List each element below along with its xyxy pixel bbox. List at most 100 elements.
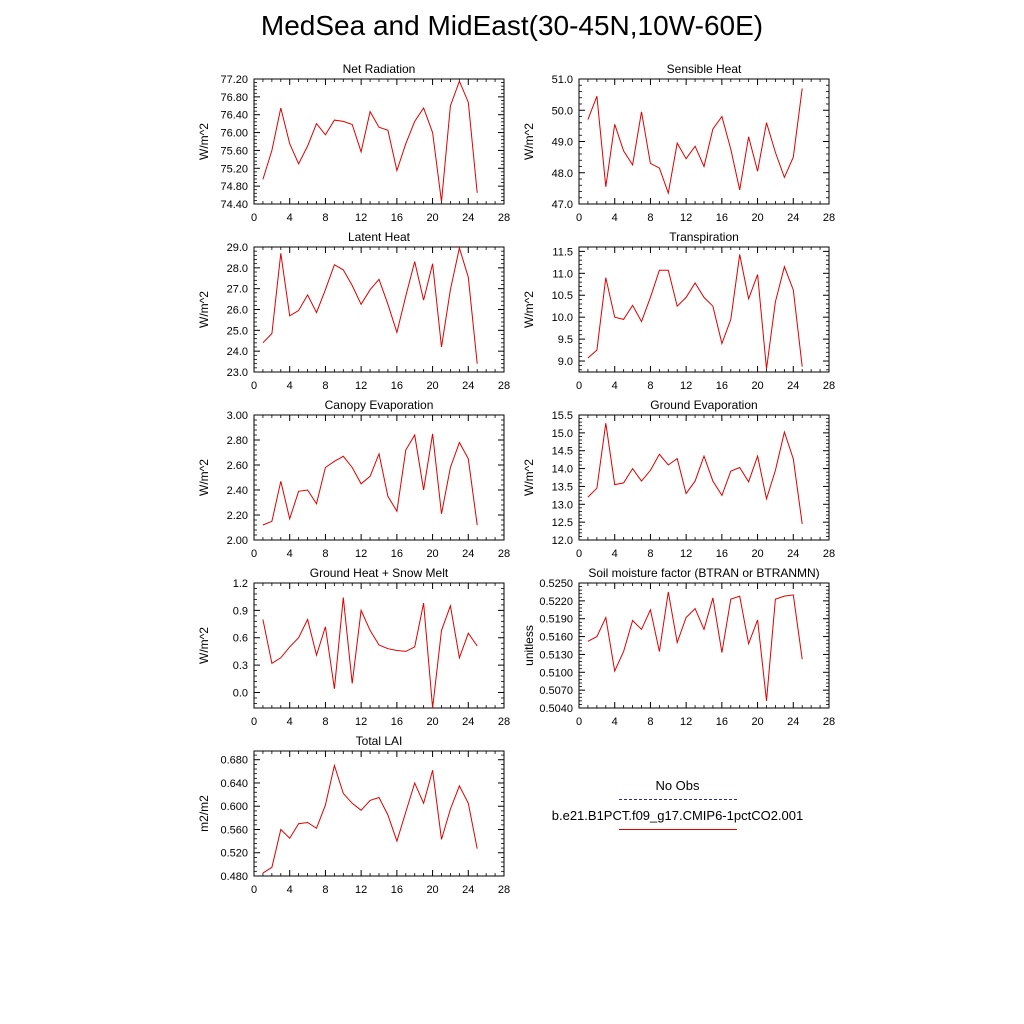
y-tick-label: 0.480 bbox=[220, 871, 248, 883]
series-line bbox=[587, 254, 803, 369]
y-tick-label: 1.2 bbox=[233, 578, 248, 590]
x-tick-label: 16 bbox=[391, 548, 403, 560]
y-tick-label: 28.0 bbox=[227, 263, 248, 275]
y-tick-label: 75.60 bbox=[220, 145, 248, 157]
x-tick-label: 20 bbox=[426, 884, 438, 896]
y-tick-label: 2.80 bbox=[227, 435, 248, 447]
y-tick-label: 0.5160 bbox=[539, 632, 573, 644]
y-tick-label: 9.5 bbox=[558, 334, 573, 346]
x-tick-label: 28 bbox=[498, 548, 510, 560]
x-tick-label: 4 bbox=[287, 716, 293, 728]
x-tick-label: 28 bbox=[498, 716, 510, 728]
x-tick-label: 8 bbox=[322, 548, 328, 560]
figure-title: MedSea and MidEast(30-45N,10W-60E) bbox=[260, 10, 764, 41]
y-tick-label: 25.0 bbox=[227, 325, 248, 337]
plot-frame bbox=[253, 414, 505, 541]
plot-frame bbox=[578, 246, 830, 373]
y-tick-label: 15.0 bbox=[552, 428, 573, 440]
x-tick-label: 0 bbox=[576, 380, 582, 392]
y-tick-label: 48.0 bbox=[552, 168, 573, 180]
series-line bbox=[262, 246, 478, 364]
y-tick-label: 0.640 bbox=[220, 778, 248, 790]
legend-obs-label: No Obs bbox=[655, 778, 700, 793]
y-tick-label: 10.5 bbox=[552, 290, 573, 302]
panel-title: Total LAI bbox=[356, 734, 403, 748]
plot-frame bbox=[578, 78, 830, 205]
x-tick-label: 8 bbox=[647, 716, 653, 728]
x-tick-label: 0 bbox=[251, 716, 257, 728]
y-tick-label: 12.5 bbox=[552, 517, 573, 529]
x-tick-label: 28 bbox=[823, 548, 835, 560]
x-tick-label: 0 bbox=[576, 212, 582, 224]
series-line bbox=[587, 88, 803, 196]
x-tick-label: 24 bbox=[462, 380, 474, 392]
x-tick-label: 28 bbox=[823, 716, 835, 728]
x-tick-label: 4 bbox=[612, 380, 618, 392]
x-tick-label: 4 bbox=[612, 716, 618, 728]
y-tick-label: 0.680 bbox=[220, 755, 248, 767]
panel-8: 0 4 8 12 16 20 24 28 0.5040 0.5070 0.5100 0.5130 0.5… bbox=[522, 566, 835, 728]
y-tick-label: 12.0 bbox=[552, 535, 573, 547]
y-axis-label: W/m^2 bbox=[522, 291, 536, 328]
x-tick-label: 0 bbox=[251, 548, 257, 560]
y-tick-label: 0.0 bbox=[233, 687, 248, 699]
panel-title: Latent Heat bbox=[348, 230, 411, 244]
x-tick-label: 0 bbox=[576, 548, 582, 560]
y-tick-label: 23.0 bbox=[227, 367, 248, 379]
legend: No Obs b.e21.B1PCT.f09_g17.CMIP6-1pctCO2… bbox=[530, 778, 825, 838]
x-tick-label: 12 bbox=[355, 716, 367, 728]
x-tick-label: 4 bbox=[287, 548, 293, 560]
x-tick-label: 8 bbox=[647, 548, 653, 560]
x-tick-label: 12 bbox=[355, 212, 367, 224]
y-tick-label: 9.0 bbox=[558, 356, 573, 368]
panel-title: Soil moisture factor (BTRAN or BTRANMN) bbox=[588, 566, 819, 580]
x-tick-label: 16 bbox=[716, 548, 728, 560]
y-tick-label: 0.9 bbox=[233, 605, 248, 617]
x-tick-label: 12 bbox=[680, 548, 692, 560]
y-tick-label: 51.0 bbox=[552, 74, 573, 86]
x-tick-label: 20 bbox=[426, 716, 438, 728]
x-tick-label: 28 bbox=[498, 212, 510, 224]
y-tick-label: 0.560 bbox=[220, 824, 248, 836]
x-tick-label: 24 bbox=[462, 884, 474, 896]
series-line bbox=[262, 433, 478, 526]
x-tick-label: 8 bbox=[647, 380, 653, 392]
x-tick-label: 28 bbox=[498, 884, 510, 896]
panel-title: Net Radiation bbox=[343, 62, 416, 76]
plot-frame bbox=[578, 414, 830, 541]
x-tick-label: 4 bbox=[287, 380, 293, 392]
x-tick-label: 0 bbox=[576, 716, 582, 728]
series-line bbox=[262, 763, 478, 874]
x-tick-label: 16 bbox=[716, 212, 728, 224]
panel-2: 0 4 8 12 16 20 24 28 47.0 48.0 49.0 50.0 51.0 Sensibl… bbox=[522, 62, 835, 224]
y-tick-label: 0.520 bbox=[220, 848, 248, 860]
x-tick-label: 24 bbox=[787, 380, 799, 392]
series-line bbox=[587, 423, 803, 524]
panel-6: 0 4 8 12 16 20 24 28 12.0 12.5 13.0 13.5 14.0 14.5 15.… bbox=[522, 398, 835, 560]
y-tick-label: 0.5250 bbox=[539, 578, 573, 590]
x-tick-label: 4 bbox=[612, 548, 618, 560]
y-tick-label: 77.20 bbox=[220, 74, 248, 86]
y-axis-label: unitless bbox=[522, 625, 536, 666]
panel-3: 0 4 8 12 16 20 24 28 23.0 24.0 25.0 26.0 27.0 28.0 29.… bbox=[197, 230, 510, 392]
y-tick-label: 0.5220 bbox=[539, 596, 573, 608]
x-tick-label: 8 bbox=[322, 212, 328, 224]
y-tick-label: 26.0 bbox=[227, 305, 248, 317]
panel-title: Transpiration bbox=[669, 230, 739, 244]
plot-frame bbox=[253, 750, 505, 877]
y-tick-label: 76.40 bbox=[220, 110, 248, 122]
x-tick-label: 12 bbox=[355, 884, 367, 896]
y-tick-label: 0.5040 bbox=[539, 703, 573, 715]
x-tick-label: 20 bbox=[751, 380, 763, 392]
y-axis-label: W/m^2 bbox=[197, 291, 211, 328]
x-tick-label: 16 bbox=[391, 212, 403, 224]
legend-model-line bbox=[618, 829, 737, 830]
y-tick-label: 27.0 bbox=[227, 284, 248, 296]
y-axis-label: W/m^2 bbox=[522, 459, 536, 496]
x-tick-label: 28 bbox=[823, 212, 835, 224]
y-axis-label: W/m^2 bbox=[197, 459, 211, 496]
y-tick-label: 74.80 bbox=[220, 181, 248, 193]
y-axis-label: W/m^2 bbox=[522, 123, 536, 160]
x-tick-label: 16 bbox=[391, 380, 403, 392]
